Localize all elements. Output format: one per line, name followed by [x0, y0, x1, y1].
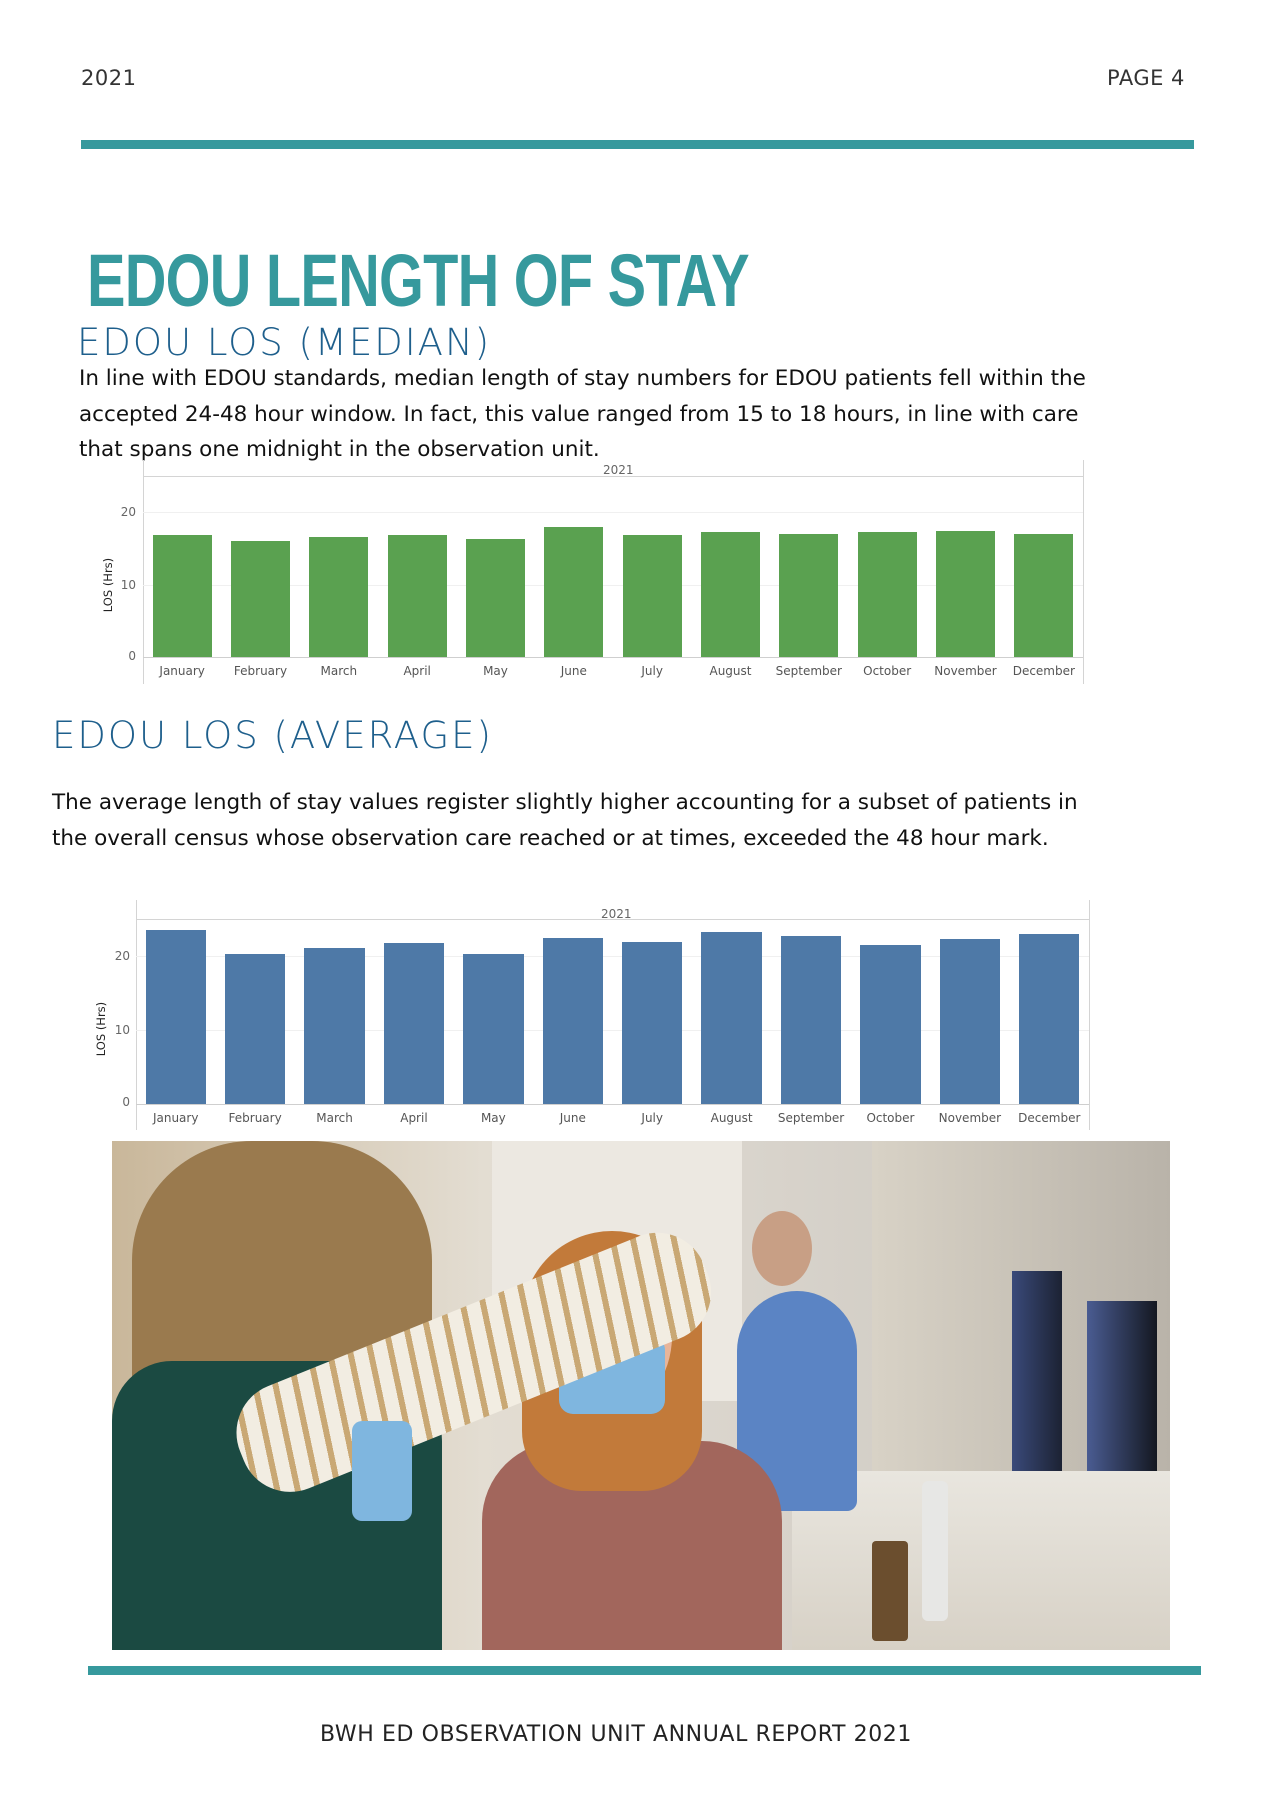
y-tick-10: 10	[114, 1023, 130, 1037]
median-paragraph-line: In line with EDOU standards, median leng…	[79, 366, 1086, 391]
bar-september	[780, 936, 842, 1104]
bar-july	[622, 535, 682, 657]
bar-april	[387, 535, 447, 657]
gridline-10	[143, 585, 1083, 586]
x-axis-line	[136, 1104, 1089, 1105]
x-label-july: July	[641, 664, 663, 678]
x-label-july: July	[641, 1111, 663, 1125]
bar-january	[152, 535, 212, 657]
y-axis-label: LOS (Hrs)	[94, 1001, 108, 1057]
bar-july	[622, 941, 683, 1104]
median-paragraph-line: that spans one midnight in the observati…	[79, 437, 600, 462]
chart-left-axis	[136, 900, 137, 1130]
x-label-october: October	[866, 1111, 915, 1125]
x-label-may: May	[480, 1111, 506, 1125]
gridline-20	[143, 512, 1083, 513]
bar-october	[857, 532, 917, 657]
y-tick-0: 0	[122, 1095, 130, 1109]
bar-september	[779, 533, 839, 657]
header-year: 2021	[81, 66, 137, 90]
bar-march	[304, 947, 365, 1104]
x-axis-line	[143, 657, 1083, 658]
bar-april	[383, 942, 445, 1104]
x-label-february: February	[228, 1111, 282, 1125]
chart-right-border	[1089, 900, 1090, 1130]
chart-right-border	[1083, 460, 1084, 684]
bar-march	[309, 537, 369, 657]
x-label-march: March	[320, 664, 358, 678]
x-label-december: December	[1018, 1111, 1081, 1125]
bar-november	[939, 938, 1001, 1104]
x-label-november: November	[934, 664, 997, 678]
x-label-april: April	[403, 664, 431, 678]
y-tick-20: 20	[114, 949, 130, 963]
x-label-november: November	[938, 1111, 1002, 1125]
bar-february	[224, 953, 286, 1104]
photo-coffee-cup	[872, 1541, 908, 1641]
x-label-december: December	[1012, 664, 1075, 678]
header-page-number: PAGE 4	[1107, 66, 1185, 90]
bar-december	[1019, 933, 1080, 1104]
gridline-10	[136, 1030, 1089, 1031]
photo-face-mask	[352, 1421, 412, 1521]
median-paragraph: In line with EDOU standards, median leng…	[79, 361, 1086, 468]
average-paragraph-line: the overall census whose observation car…	[52, 825, 1049, 851]
median-heading: EDOU LOS (MEDIAN)	[77, 321, 492, 364]
average-paragraph: The average length of stay values regist…	[52, 785, 1078, 856]
average-los-bar-chart: 2021 20 10 0 LOS (Hrs) January February Ma…	[94, 900, 1090, 1130]
chart-year-label: 2021	[601, 907, 632, 921]
bar-june	[542, 937, 603, 1104]
x-label-june: June	[559, 1111, 586, 1125]
x-label-march: March	[316, 1111, 353, 1125]
header-divider	[81, 140, 1194, 149]
bar-august	[701, 931, 762, 1104]
bar-may	[465, 538, 526, 657]
photo-background-person-head	[752, 1211, 812, 1286]
page-title: EDOU LENGTH OF STAY	[87, 239, 750, 322]
median-paragraph-line: accepted 24-48 hour window. In fact, thi…	[79, 401, 1079, 427]
y-tick-20: 20	[120, 505, 136, 519]
chart-top-border	[136, 919, 1089, 920]
y-tick-10: 10	[120, 578, 136, 592]
x-label-january: January	[159, 664, 205, 678]
x-label-august: August	[710, 1111, 753, 1125]
y-tick-0: 0	[128, 649, 136, 663]
bar-october	[860, 944, 921, 1104]
x-label-april: April	[400, 1111, 428, 1125]
median-los-bar-chart: 2021 20 10 0 LOS (Hrs) January February Ma…	[0, 0, 1273, 700]
gridline-20	[136, 956, 1089, 957]
bar-may	[463, 953, 524, 1104]
bar-august	[700, 532, 761, 657]
staff-photo	[112, 1141, 1170, 1650]
x-label-may: May	[483, 664, 508, 678]
bar-february	[230, 541, 291, 657]
bar-november	[935, 530, 996, 657]
x-label-september: September	[775, 664, 842, 678]
x-label-october: October	[863, 664, 912, 678]
bar-june	[544, 526, 604, 657]
footer-report-title: BWH ED OBSERVATION UNIT ANNUAL REPORT 20…	[320, 1722, 913, 1747]
x-label-august: August	[709, 664, 752, 678]
x-label-january: January	[152, 1111, 199, 1125]
x-label-june: June	[560, 664, 587, 678]
bar-january	[145, 930, 206, 1104]
x-label-february: February	[233, 664, 288, 678]
chart-top-border	[143, 476, 1083, 477]
photo-water-bottle	[922, 1481, 948, 1621]
average-heading: EDOU LOS (AVERAGE)	[52, 714, 493, 757]
chart-year-label: 2021	[603, 463, 634, 477]
average-paragraph-line: The average length of stay values regist…	[52, 790, 1078, 815]
chart-left-axis	[143, 460, 144, 684]
x-label-september: September	[777, 1111, 845, 1125]
bar-december	[1014, 534, 1074, 657]
footer-divider	[88, 1666, 1201, 1675]
